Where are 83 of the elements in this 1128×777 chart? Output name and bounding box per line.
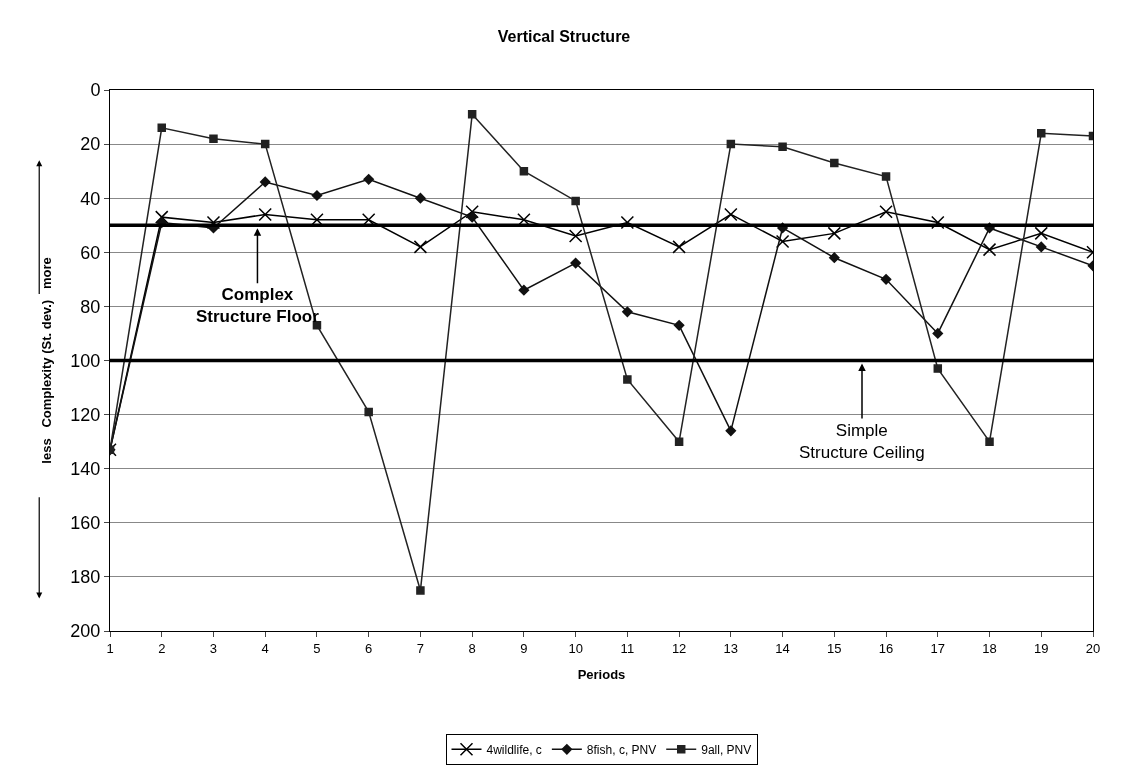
point <box>154 210 169 224</box>
y-tick-label: 40 <box>80 188 101 209</box>
point <box>259 176 271 188</box>
point <box>413 240 428 254</box>
point <box>260 139 270 149</box>
x-tick-label: 6 <box>365 640 373 656</box>
point <box>829 252 840 264</box>
point <box>672 240 686 254</box>
x-tick-label: 2 <box>158 640 166 656</box>
point <box>1035 241 1047 253</box>
point <box>985 437 994 446</box>
x-tick-label: 8 <box>468 640 476 656</box>
point <box>775 234 790 249</box>
point <box>568 229 583 243</box>
point <box>209 134 218 143</box>
point <box>416 586 425 595</box>
x-tick-label: 10 <box>568 640 583 656</box>
point <box>415 192 426 204</box>
x-tick-label: 17 <box>930 640 946 656</box>
point <box>932 328 944 339</box>
legend-label: 4wildlife, c <box>486 742 542 757</box>
point <box>879 204 893 219</box>
y-tick-label: 0 <box>90 80 101 101</box>
point <box>466 211 478 223</box>
point <box>778 142 787 152</box>
point <box>933 364 943 373</box>
point <box>519 166 529 176</box>
legend-label: 9all, PNV <box>701 742 752 757</box>
x-tick-label: 7 <box>416 640 425 656</box>
point <box>571 196 580 206</box>
point <box>311 190 323 201</box>
point <box>622 306 633 318</box>
point <box>827 226 842 241</box>
point <box>880 274 892 285</box>
point <box>830 158 839 168</box>
x-tick-label: 3 <box>209 640 218 656</box>
point <box>157 123 166 133</box>
x-tick-label: 20 <box>1085 640 1101 656</box>
point <box>881 172 891 181</box>
y-tick-label: 180 <box>70 567 101 588</box>
x-tick-label: 15 <box>827 640 842 656</box>
point <box>726 139 736 149</box>
point <box>724 207 738 222</box>
point <box>1037 129 1046 138</box>
x-tick-label: 4 <box>261 640 269 656</box>
point <box>467 110 477 119</box>
x-tick-label: 16 <box>878 640 894 656</box>
x-tick-label: 19 <box>1034 640 1049 656</box>
y-tick-label: 160 <box>70 513 101 534</box>
point <box>623 375 632 384</box>
x-tick-label: 9 <box>520 640 528 656</box>
point <box>363 173 374 185</box>
point <box>518 284 530 296</box>
x-tick-label: 5 <box>313 640 321 656</box>
x-tick-label: 1 <box>106 640 114 656</box>
x-tick-label: 14 <box>775 640 790 656</box>
point <box>258 207 272 222</box>
y-tick-label: 140 <box>70 459 101 479</box>
y-tick-label: 60 <box>80 242 101 263</box>
x-tick-label: 12 <box>671 640 687 656</box>
point <box>620 215 635 230</box>
point <box>1034 226 1049 241</box>
point <box>674 437 684 446</box>
point <box>673 320 685 331</box>
y-axis-title: less Complexity (St. dev.) more <box>39 257 55 464</box>
point <box>931 215 945 230</box>
point <box>725 425 737 437</box>
x-axis-title: Periods <box>577 667 626 683</box>
legend-label: 8fish, c, PNV <box>586 742 657 757</box>
y-tick-label: 120 <box>70 404 101 425</box>
point <box>570 257 581 269</box>
point <box>982 242 997 257</box>
x-tick-label: 11 <box>620 640 635 656</box>
y-tick-label: 200 <box>70 621 101 642</box>
y-tick-label: 80 <box>80 296 101 317</box>
chart-title: Vertical Structure <box>497 28 631 46</box>
ref-line-label: Simple Structure Ceiling <box>799 421 925 463</box>
point <box>364 407 373 417</box>
y-tick-label: 100 <box>70 350 101 371</box>
point <box>465 204 479 219</box>
x-tick-label: 18 <box>982 640 997 656</box>
x-tick-label: 13 <box>723 640 739 656</box>
y-tick-label: 20 <box>80 134 101 155</box>
